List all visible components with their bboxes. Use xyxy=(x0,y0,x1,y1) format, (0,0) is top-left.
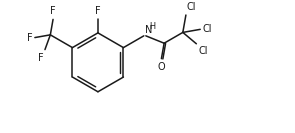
Text: Cl: Cl xyxy=(187,2,196,12)
Text: Cl: Cl xyxy=(198,46,208,56)
Text: F: F xyxy=(95,6,101,16)
Text: H: H xyxy=(150,22,156,31)
Text: F: F xyxy=(27,33,33,43)
Text: O: O xyxy=(158,62,165,72)
Text: F: F xyxy=(50,6,56,16)
Text: Cl: Cl xyxy=(202,24,212,34)
Text: N: N xyxy=(145,25,152,35)
Text: F: F xyxy=(38,53,44,63)
